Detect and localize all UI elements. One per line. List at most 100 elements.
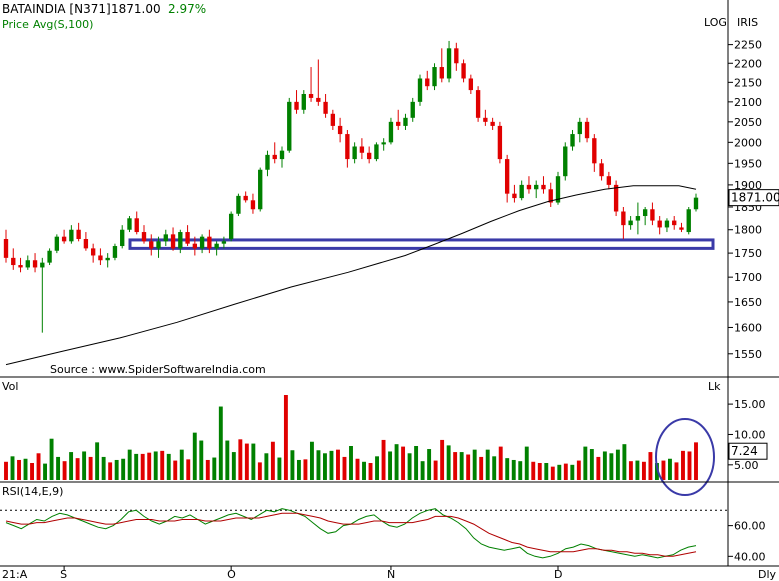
volume-bar — [596, 456, 601, 480]
candle-down — [250, 200, 256, 210]
price-tick-label: 1950 — [734, 157, 762, 170]
candle-up — [163, 234, 168, 242]
candle-up — [40, 262, 45, 268]
volume-bar — [134, 453, 139, 480]
candle-down — [192, 243, 198, 249]
volume-bar — [43, 463, 48, 480]
volume-panel: Vol Lk 5.00 10.00 15.00 7.24 — [2, 380, 768, 496]
volume-bar — [218, 406, 223, 480]
volume-bar — [186, 459, 191, 480]
candle-down — [83, 239, 89, 249]
volume-bar — [205, 459, 210, 480]
candle-up — [178, 232, 183, 249]
candle-down — [613, 184, 619, 212]
volume-bar — [505, 458, 510, 480]
volume-bar — [101, 456, 106, 480]
volume-bar — [114, 459, 119, 480]
volume-bar — [212, 457, 217, 480]
support-zone-box — [128, 238, 715, 250]
volume-bar — [388, 451, 393, 480]
volume-bar — [661, 460, 666, 480]
volume-bar — [4, 461, 8, 480]
candle-down — [185, 232, 190, 244]
candle-up — [25, 260, 30, 268]
volume-highlight-circle — [655, 418, 715, 496]
log-label: LOG — [704, 16, 727, 29]
volume-bar — [472, 449, 477, 480]
volume-bar — [570, 464, 575, 480]
volume-bar — [238, 439, 243, 480]
candle-up — [301, 93, 306, 110]
volume-bar — [225, 440, 230, 480]
candle-up — [570, 134, 575, 147]
candle-up — [403, 117, 408, 126]
candle-down — [454, 48, 459, 64]
volume-bar — [264, 453, 269, 480]
candle-down — [61, 236, 67, 242]
vol-tick-label: 15.00 — [734, 398, 766, 411]
candle-down — [650, 209, 655, 221]
candle-down — [504, 159, 510, 194]
volume-bar — [69, 452, 74, 480]
candle-down — [490, 121, 495, 126]
candle-down — [657, 220, 662, 228]
rsi-label: RSI(14,E,9) — [2, 485, 63, 498]
volume-bar — [427, 449, 432, 480]
volume-bar — [127, 449, 132, 480]
candle-up — [69, 229, 74, 242]
volume-bar — [231, 452, 236, 480]
volume-bar — [440, 439, 445, 480]
candle-up — [417, 78, 423, 102]
candle-down — [396, 121, 401, 126]
volume-bar — [518, 461, 523, 480]
candle-up — [410, 101, 415, 118]
rsi-signal-line — [5, 512, 697, 557]
candle-up — [664, 220, 670, 228]
volume-bar — [401, 446, 406, 480]
volume-bar — [602, 451, 607, 480]
candle-up — [628, 220, 633, 226]
candle-down — [497, 125, 503, 160]
volume-bar — [433, 460, 438, 480]
volume-bar — [316, 450, 321, 480]
month-label: O — [227, 568, 236, 581]
volume-bar — [381, 439, 386, 480]
volume-bar — [147, 452, 152, 480]
volume-bar — [368, 463, 373, 480]
volume-bar — [62, 461, 67, 480]
volume-bar — [160, 450, 165, 480]
volume-bar — [466, 454, 471, 480]
volume-bar — [557, 464, 562, 480]
last-price-header: 1871.00 — [111, 2, 161, 16]
candle-down — [323, 101, 328, 114]
volume-bar — [641, 461, 646, 480]
candle-up — [120, 229, 125, 247]
price-tick-label: 1650 — [734, 296, 762, 309]
volume-bar — [583, 446, 588, 480]
price-panel: BATAINDIA [N371] 1871.00 2.97% Price Avg… — [2, 2, 779, 376]
volume-bar — [674, 462, 679, 480]
candle-up — [352, 146, 357, 160]
price-tick-label: 2100 — [734, 96, 762, 109]
candle-down — [526, 184, 532, 190]
volume-bar — [355, 458, 360, 480]
volume-bar — [362, 461, 366, 480]
volume-bar — [244, 443, 249, 480]
rsi-tick-label: 60.00 — [734, 520, 766, 533]
price-tick-label: 2050 — [734, 116, 762, 129]
volume-bar — [336, 449, 340, 480]
candle-up — [54, 236, 60, 251]
candle-down — [599, 163, 604, 177]
candle-down — [207, 236, 212, 249]
volume-bar — [342, 456, 347, 480]
candle-down — [76, 229, 81, 240]
volume-bar — [30, 463, 34, 480]
volume-bar — [563, 463, 568, 480]
volume-bar — [121, 458, 126, 480]
candle-up — [555, 176, 561, 203]
candle-down — [134, 218, 139, 233]
volume-bar — [56, 456, 61, 480]
last-price-box — [728, 189, 779, 207]
candle-down — [308, 93, 314, 98]
